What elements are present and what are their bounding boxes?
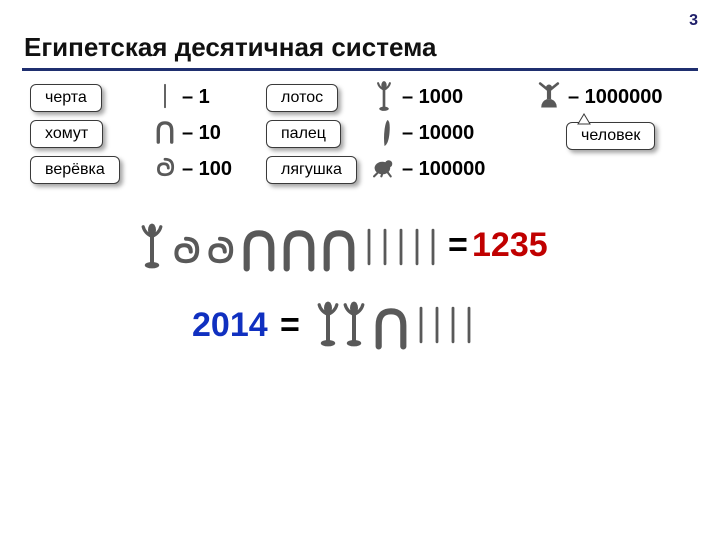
title-underline: [22, 68, 698, 71]
glyph-10-icon: [154, 120, 176, 144]
value-1: – 1: [182, 86, 210, 109]
example2-equals: =: [280, 306, 300, 345]
example1-equals: =: [448, 226, 468, 265]
page-number: 3: [689, 12, 698, 30]
page-title: Египетская десятичная система: [24, 32, 436, 63]
value-10: – 10: [182, 122, 221, 145]
slide: 3 Египетская десятичная система черта хо…: [0, 0, 720, 540]
glyph-1-icon: [160, 82, 170, 110]
value-10000: – 10000: [402, 122, 474, 145]
glyph-100000-icon: [372, 156, 398, 178]
value-100: – 100: [182, 158, 232, 181]
glyph-1000000-icon: [536, 80, 562, 112]
chip-stroke: черта: [30, 84, 102, 112]
chip-man: человек: [566, 122, 655, 150]
glyph-100-icon: [154, 156, 176, 178]
value-1000: – 1000: [402, 86, 463, 109]
chip-lotus: лотос: [266, 84, 338, 112]
chip-rope: верёвка: [30, 156, 120, 184]
chip-man-tail-icon: [576, 112, 594, 126]
glyph-1000-icon: [376, 80, 392, 112]
chip-frog: лягушка: [266, 156, 357, 184]
example2-glyphs: [316, 296, 496, 352]
example2-number: 2014: [192, 306, 268, 345]
example1-number: 1235: [472, 226, 548, 265]
chip-finger: палец: [266, 120, 341, 148]
example1-glyphs: [140, 218, 440, 274]
chip-yoke: хомут: [30, 120, 103, 148]
glyph-10000-icon: [380, 118, 392, 148]
value-1000000: – 1000000: [568, 86, 663, 109]
value-100000: – 100000: [402, 158, 485, 181]
